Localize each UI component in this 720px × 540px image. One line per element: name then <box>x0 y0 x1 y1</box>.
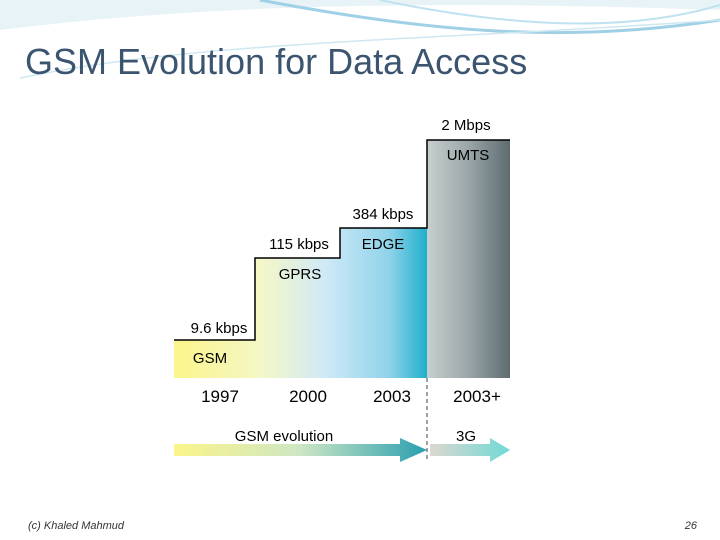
rate-label: 115 kbps <box>269 236 329 253</box>
decoration <box>259 0 720 35</box>
arrow <box>430 438 510 462</box>
decoration <box>19 19 720 79</box>
title: GSM Evolution for Data Access <box>25 41 527 82</box>
arrow-label: GSM evolution <box>235 428 333 445</box>
decoration <box>0 0 720 30</box>
decoration <box>379 0 720 25</box>
tech-label: GSM <box>193 350 227 367</box>
tech-label: UMTS <box>447 147 490 164</box>
rate-label: 9.6 kbps <box>191 320 248 337</box>
year-label: 1997 <box>201 387 239 406</box>
author: (c) Khaled Mahmud <box>28 520 125 532</box>
year-label: 2003+ <box>453 387 501 406</box>
step-line <box>174 139 510 341</box>
page-number: 26 <box>684 520 698 532</box>
umts-block <box>427 140 510 378</box>
tech-label: GPRS <box>279 266 322 283</box>
year-label: 2000 <box>289 387 327 406</box>
arrow-label: 3G <box>456 428 476 445</box>
tech-label: EDGE <box>362 236 405 253</box>
rate-label: 384 kbps <box>353 206 414 223</box>
year-label: 2003 <box>373 387 411 406</box>
rate-label: 2 Mbps <box>441 117 490 134</box>
arrow <box>174 438 427 462</box>
